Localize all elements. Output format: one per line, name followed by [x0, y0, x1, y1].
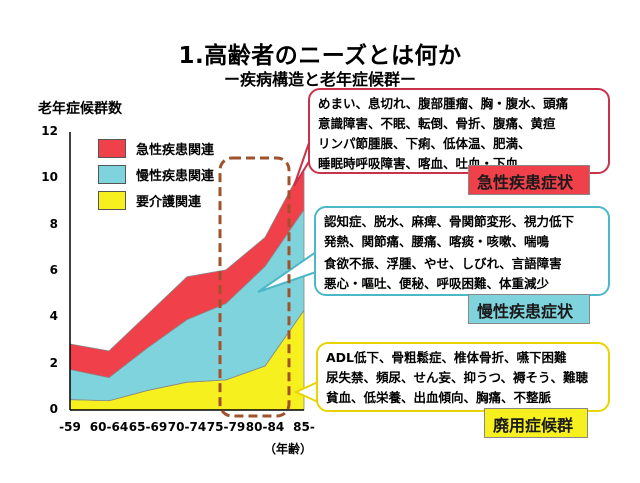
chronic-symptom-line: 食欲不振、浮腫、やせ、しびれ、言語障害: [324, 256, 562, 271]
chronic-symptoms-tag: 慢性疾患症状: [468, 294, 590, 324]
legend-swatch-care: [98, 190, 126, 210]
disuse-syndrome-callout: ADL低下、骨粗鬆症、椎体骨折、嚥下困難 尿失禁、頻尿、せん妄、抑うつ、褥そう、…: [316, 342, 610, 412]
legend-item-acute: 急性疾患関連: [98, 136, 214, 160]
legend-swatch-chronic: [98, 164, 126, 184]
legend-swatch-acute: [98, 138, 126, 158]
x-tick-label: 60-64: [89, 420, 129, 434]
y-tick-label: 0: [49, 402, 58, 416]
x-tick-label: 75-79: [206, 420, 246, 434]
legend-label-care: 要介護関連: [136, 194, 202, 210]
y-axis-label: 老年症候群数: [38, 101, 122, 117]
chronic-symptom-line: 認知症、脱水、麻痺、骨関節変形、視力低下: [324, 214, 575, 229]
acute-symptoms-callout: めまい、息切れ、腹部腫瘤、胸・腹水、頭痛 意識障害、不眠、転倒、骨折、腹痛、黄疸…: [308, 88, 610, 174]
x-tick-label: -59: [59, 420, 81, 434]
x-tick-label: 80-84: [245, 420, 285, 434]
acute-symptom-line: 意識障害、不眠、転倒、骨折、腹痛、黄疸: [318, 116, 556, 131]
x-axis-unit: （年齢）: [264, 442, 313, 456]
series-acute-area: [69, 164, 305, 378]
chronic-symptoms-callout: 認知症、脱水、麻痺、骨関節変形、視力低下 発熱、関節痛、腰痛、喀痰・咳嗽、喘鳴 …: [314, 206, 610, 296]
x-tick-label: 85-: [293, 420, 315, 434]
chronic-symptom-line: 発熱、関節痛、腰痛、喀痰・咳嗽、喘鳴: [324, 234, 550, 249]
disuse-symptom-line: 貧血、低栄養、出血傾向、胸痛、不整脈: [326, 390, 552, 405]
slide-subtitle: ー疾病構造と老年症候群ー: [223, 70, 416, 89]
highlight-box: [218, 156, 291, 418]
disuse-symptom-line: 尿失禁、頻尿、せん妄、抑うつ、褥そう、難聴: [326, 370, 589, 385]
slide-title: 1.高齢者のニーズとは何か: [178, 43, 462, 69]
disuse-symptom-line: ADL低下、骨粗鬆症、椎体骨折、嚥下困難: [326, 350, 567, 365]
acute-symptom-line: めまい、息切れ、腹部腫瘤、胸・腹水、頭痛: [318, 96, 569, 111]
y-tick-label: 2: [49, 355, 58, 370]
legend-label-acute: 急性疾患関連: [136, 142, 215, 158]
chronic-symptom-line: 悪心・嘔吐、便秘、呼吸困難、体重減少: [324, 276, 550, 291]
x-tick-label: 65-69: [128, 420, 168, 434]
y-tick-label: 4: [49, 309, 58, 324]
acute-symptoms-tag: 急性疾患症状: [468, 165, 590, 195]
x-tick-label: 70-74: [167, 420, 207, 434]
y-tick-label: 6: [49, 263, 58, 277]
y-tick-label: 10: [41, 170, 58, 185]
legend-item-chronic: 慢性疾患関連: [98, 162, 214, 186]
legend: 急性疾患関連 慢性疾患関連 要介護関連: [98, 136, 214, 214]
disuse-syndrome-tag: 廃用症候群: [484, 408, 588, 438]
y-tick-label: 8: [49, 216, 58, 231]
legend-label-chronic: 慢性疾患関連: [136, 168, 215, 184]
acute-symptom-line: リンパ節腫脹、下痢、低体温、肥満、: [318, 136, 531, 151]
y-tick-label: 12: [41, 124, 58, 138]
legend-item-care: 要介護関連: [98, 188, 214, 212]
